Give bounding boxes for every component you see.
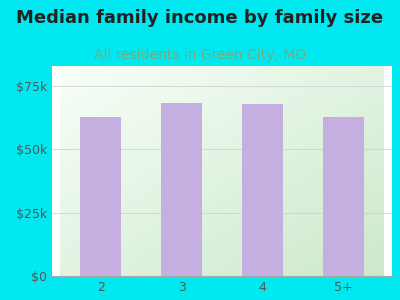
Text: Median family income by family size: Median family income by family size (16, 9, 384, 27)
Text: All residents in Green City, MO: All residents in Green City, MO (94, 48, 306, 62)
Bar (242, 104, 283, 276)
Bar (80, 117, 121, 276)
Bar (161, 103, 202, 276)
Bar (323, 117, 364, 276)
